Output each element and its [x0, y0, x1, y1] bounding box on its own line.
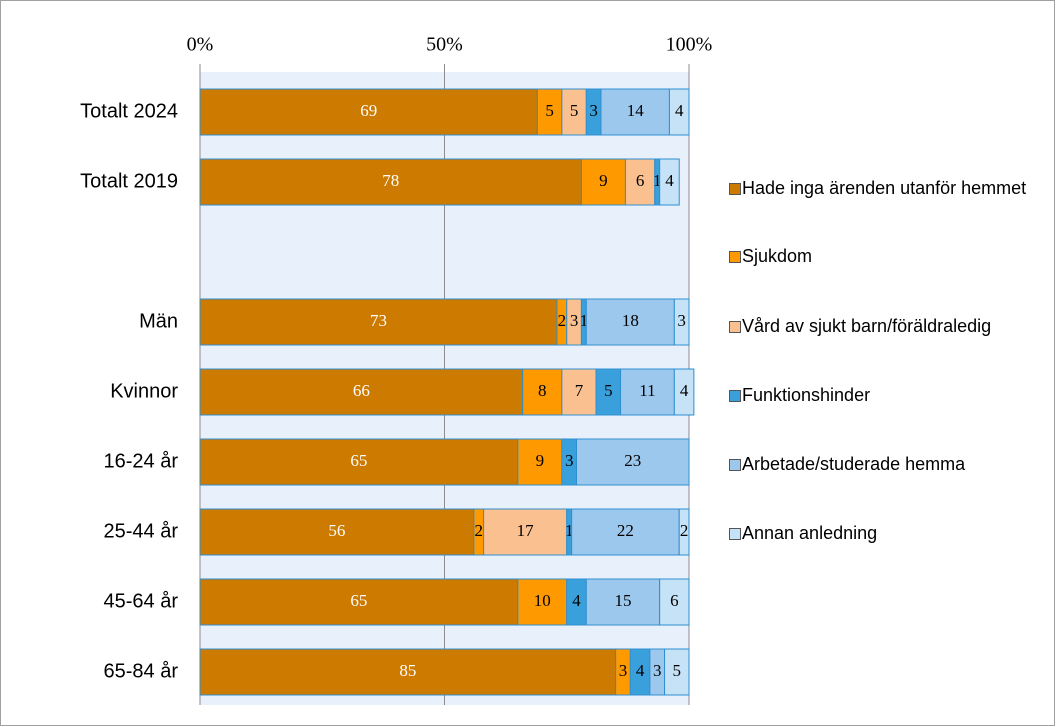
data-label: 14	[627, 101, 645, 120]
data-label: 15	[614, 591, 631, 610]
bar-segment	[199, 298, 558, 346]
bar-segment	[659, 158, 680, 206]
legend-label: Vård av sjukt barn/föräldraledig	[742, 316, 992, 336]
y-tick-label: Män	[139, 310, 178, 332]
data-label: 23	[624, 451, 641, 470]
data-label: 5	[545, 101, 554, 120]
data-label: 6	[636, 171, 645, 190]
data-label: 11	[639, 381, 655, 400]
data-label: 7	[575, 381, 584, 400]
legend-swatch	[729, 459, 741, 471]
data-label: 3	[653, 661, 662, 680]
bar-segment	[199, 508, 475, 556]
bar-segment	[595, 368, 622, 416]
bar-segment	[585, 298, 675, 346]
data-label: 3	[570, 311, 579, 330]
data-label: 5	[570, 101, 579, 120]
bar-segment	[664, 648, 690, 696]
data-label: 4	[680, 381, 689, 400]
legend-swatch	[729, 183, 741, 195]
legend-label: Annan anledning	[742, 523, 878, 543]
data-label: 6	[670, 591, 679, 610]
data-label: 3	[677, 311, 686, 330]
legend-swatch	[729, 390, 741, 402]
bar-segment	[600, 88, 670, 136]
data-label: 2	[558, 311, 567, 330]
data-label: 85	[399, 661, 416, 680]
legend-label: Hade inga ärenden utanför hemmet	[742, 178, 1027, 198]
data-label: 65	[350, 451, 367, 470]
data-label: 66	[353, 381, 370, 400]
data-label: 1	[580, 311, 589, 330]
bar-segment	[483, 508, 568, 556]
data-label: 2	[474, 521, 483, 540]
y-tick-label: Kvinnor	[110, 380, 178, 402]
data-label: 10	[534, 591, 551, 610]
data-label: 4	[636, 661, 645, 680]
bar-segment	[561, 368, 597, 416]
data-label: 8	[538, 381, 547, 400]
data-label: 4	[675, 101, 684, 120]
data-label: 78	[382, 171, 399, 190]
x-tick-label: 100%	[666, 34, 713, 56]
bar-segment	[522, 368, 563, 416]
data-label: 9	[536, 451, 545, 470]
y-tick-label: 65-84 år	[104, 660, 179, 682]
data-label: 9	[599, 171, 608, 190]
y-tick-label: 45-64 år	[104, 590, 179, 612]
bar-segment	[668, 88, 690, 136]
data-label: 2	[680, 521, 689, 540]
bar-segment	[678, 508, 690, 556]
x-tick-label: 0%	[187, 34, 214, 56]
data-label: 4	[665, 171, 674, 190]
data-label: 65	[350, 591, 367, 610]
data-label: 3	[565, 451, 574, 470]
data-label: 1	[565, 521, 574, 540]
bar-segment	[199, 648, 617, 696]
legend-swatch	[729, 321, 741, 333]
data-label: 69	[360, 101, 377, 120]
data-label: 3	[619, 661, 628, 680]
legend-swatch	[729, 251, 741, 263]
bar-segment	[517, 438, 563, 486]
x-tick-label: 50%	[426, 34, 463, 56]
data-label: 73	[370, 311, 387, 330]
data-label: 3	[589, 101, 598, 120]
bar-segment	[576, 438, 690, 486]
bar-segment	[199, 158, 582, 206]
y-tick-label: Totalt 2024	[80, 100, 178, 122]
legend-label: Funktionshinder	[742, 385, 871, 405]
bar-segment	[199, 438, 519, 486]
bar-segment	[517, 578, 568, 626]
legend-swatch	[729, 528, 741, 540]
data-label: 56	[328, 521, 345, 540]
data-label: 22	[617, 521, 634, 540]
bar-segment	[561, 88, 587, 136]
data-label: 17	[517, 521, 535, 540]
data-label: 18	[622, 311, 639, 330]
y-tick-label: 16-24 år	[104, 450, 179, 472]
bar-segment	[620, 368, 675, 416]
bar-segment	[580, 158, 626, 206]
legend-label: Arbetade/studerade hemma	[742, 454, 966, 474]
bar-segment	[571, 508, 680, 556]
data-label: 5	[604, 381, 613, 400]
bar-segment	[199, 368, 524, 416]
bar-segment	[673, 368, 695, 416]
data-label: 1	[653, 171, 662, 190]
bar-segment	[673, 298, 690, 346]
bar-segment	[585, 578, 661, 626]
y-tick-label: 25-44 år	[104, 520, 179, 542]
legend-label: Sjukdom	[742, 246, 813, 266]
data-label: 5	[673, 661, 682, 680]
y-tick-label: Totalt 2019	[80, 170, 178, 192]
data-label: 4	[572, 591, 581, 610]
bar-segment	[659, 578, 690, 626]
